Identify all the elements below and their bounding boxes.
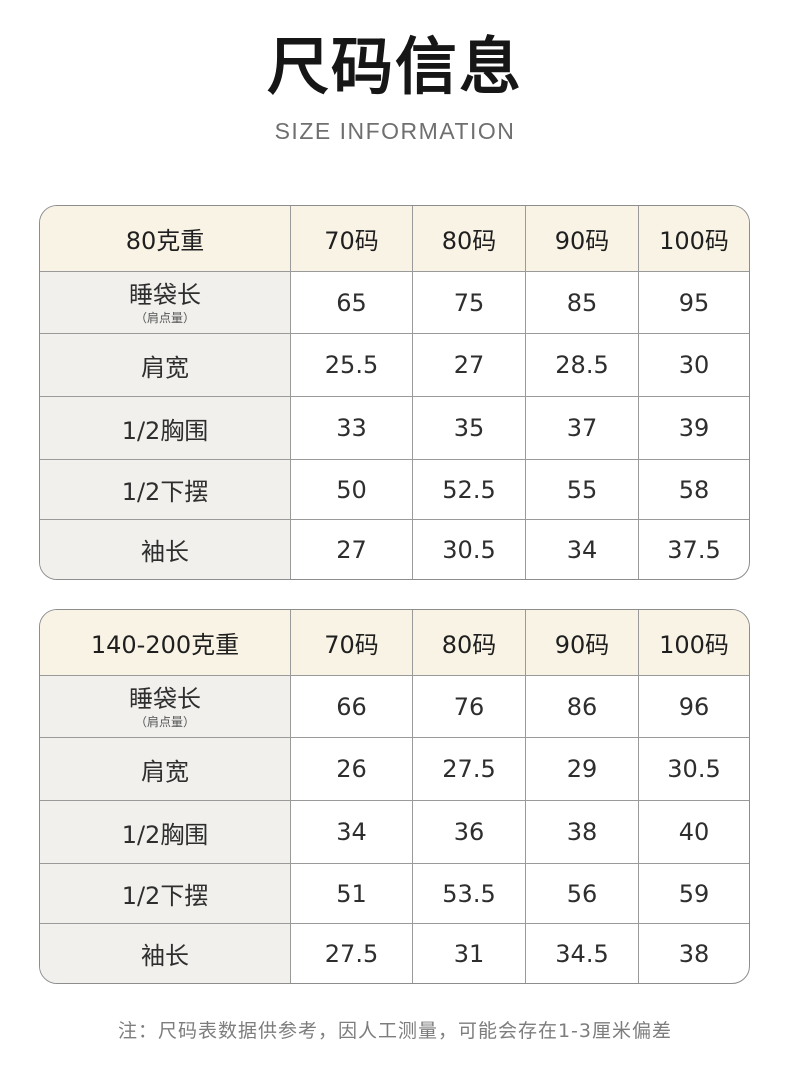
table-cell: 34.5 — [526, 924, 639, 983]
table-cell: 51 — [291, 864, 413, 924]
table-cell: 38 — [678, 939, 710, 968]
table-cell: 34 — [526, 520, 639, 579]
table-cell: 30.5 — [413, 520, 526, 579]
row-label-length: 睡袋长 （肩点量） — [40, 272, 291, 334]
weight-header: 140-200克重 — [40, 610, 291, 676]
table-cell: 27.5 — [291, 924, 413, 983]
row-label-shoulder: 肩宽 — [40, 334, 291, 397]
row-label-length: 睡袋长 （肩点量） — [40, 676, 291, 738]
size-header-90: 90码 — [526, 206, 639, 272]
table-cell: 55 — [526, 460, 639, 520]
table-cell: 27 — [413, 334, 526, 397]
row-label-text: 睡袋长 — [129, 684, 201, 713]
table-cell: 39 — [639, 397, 749, 460]
table-cell: 40 — [639, 801, 749, 864]
size-header-100: 100码 — [639, 206, 749, 272]
table-cell: 59 — [639, 864, 749, 924]
table-cell: 86 — [526, 676, 639, 738]
row-sublabel-text: （肩点量） — [134, 310, 195, 325]
size-header-70: 70码 — [291, 610, 413, 676]
table-cell: 76 — [413, 676, 526, 738]
table-cell: 28.5 — [526, 334, 639, 397]
table-cell: 27.5 — [413, 738, 526, 801]
table-cell: 36 — [413, 801, 526, 864]
table-cell: 38 — [526, 801, 639, 864]
table-cell: 58 — [639, 460, 749, 520]
footnote: 注：尺码表数据供参考，因人工测量，可能会存在1-3厘米偏差 — [117, 1020, 673, 1042]
table-cell: 33 — [291, 397, 413, 460]
row-label-sleeve: 袖长 — [40, 520, 291, 579]
row-label-hem: 1/2下摆 — [40, 460, 291, 520]
size-header-90: 90码 — [526, 610, 639, 676]
table-cell: 75 — [413, 272, 526, 334]
weight-header: 80克重 — [40, 206, 291, 272]
row-label-text: 睡袋长 — [129, 280, 201, 309]
table-cell: 27 — [291, 520, 413, 579]
table-cell: 35 — [413, 397, 526, 460]
size-header-100: 100码 — [639, 610, 749, 676]
table-cell: 31 — [413, 924, 526, 983]
table-cell: 96 — [639, 676, 749, 738]
table-cell: 50 — [291, 460, 413, 520]
size-table-140-200g: 140-200克重 70码 80码 90码 100码 睡袋长 （肩点量） 66 … — [39, 609, 750, 984]
table-cell: 34 — [291, 801, 413, 864]
table-cell: 26 — [291, 738, 413, 801]
table-cell: 65 — [291, 272, 413, 334]
page-title: 尺码信息 — [266, 30, 523, 103]
row-label-chest: 1/2胸围 — [40, 397, 291, 460]
row-label-sleeve: 袖长 — [40, 924, 291, 983]
size-header-80: 80码 — [413, 610, 526, 676]
table-cell: 56 — [526, 864, 639, 924]
row-label-shoulder: 肩宽 — [40, 738, 291, 801]
table-cell: 95 — [639, 272, 749, 334]
table-cell: 29 — [526, 738, 639, 801]
table-cell: 37 — [526, 397, 639, 460]
table-cell: 30.5 — [639, 738, 749, 801]
table-cell: 37.5 — [667, 535, 721, 564]
row-sublabel-text: （肩点量） — [134, 714, 195, 729]
size-header-80: 80码 — [413, 206, 526, 272]
row-label-hem: 1/2下摆 — [40, 864, 291, 924]
table-cell: 85 — [526, 272, 639, 334]
row-label-chest: 1/2胸围 — [40, 801, 291, 864]
size-header-70: 70码 — [291, 206, 413, 272]
table-cell: 52.5 — [413, 460, 526, 520]
page-subtitle: SIZE INFORMATION — [274, 118, 516, 144]
table-cell: 66 — [291, 676, 413, 738]
table-cell: 53.5 — [413, 864, 526, 924]
table-cell: 25.5 — [291, 334, 413, 397]
table-cell: 30 — [639, 334, 749, 397]
size-table-80g: 80克重 70码 80码 90码 100码 睡袋长 （肩点量） 65 75 85… — [39, 205, 750, 580]
